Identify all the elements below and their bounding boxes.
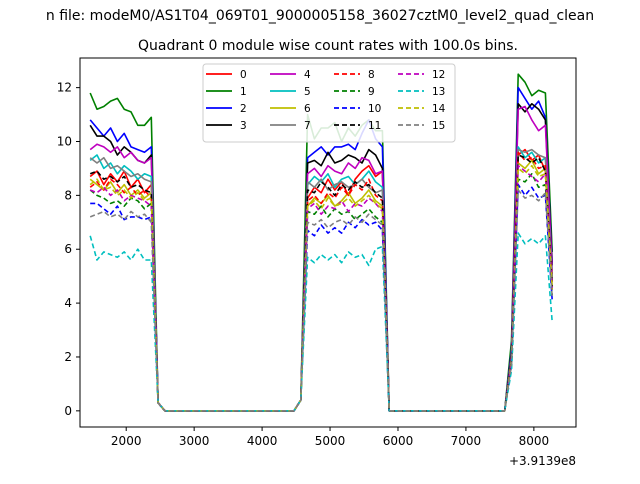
plot-frame <box>79 57 577 428</box>
chart-title: Quadrant 0 module wise count rates with … <box>138 38 518 54</box>
x-tick-label: 8000 <box>519 434 550 448</box>
x-axis: 2000 3000 4000 5000 6000 7000 8000 <box>111 427 549 448</box>
y-tick-label: 4 <box>64 296 72 310</box>
series-layer <box>89 73 553 412</box>
legend-label-4: 4 <box>304 69 311 81</box>
legend-box <box>202 63 456 143</box>
y-axis: 0 2 4 6 8 10 12 <box>57 81 80 418</box>
legend-label-6: 6 <box>304 103 311 115</box>
x-axis-offset-label: +3.9139e8 <box>509 454 576 468</box>
x-tick-label: 3000 <box>179 434 210 448</box>
x-tick-label: 2000 <box>111 434 142 448</box>
legend-label-13: 13 <box>432 86 445 98</box>
figure-suptitle: n file: modeM0/AS1T04_069T01_9000005158_… <box>46 8 594 24</box>
x-tick-label: 5000 <box>315 434 346 448</box>
legend-label-15: 15 <box>432 120 445 132</box>
legend-label-9: 9 <box>368 86 375 98</box>
legend-label-3: 3 <box>240 120 247 132</box>
legend-label-2: 2 <box>240 103 247 115</box>
y-tick-label: 10 <box>57 134 72 148</box>
x-tick-label: 7000 <box>451 434 482 448</box>
y-tick-label: 2 <box>64 350 72 364</box>
series-line-11 <box>89 154 553 412</box>
legend-label-11: 11 <box>368 120 381 132</box>
y-tick-label: 0 <box>64 404 72 418</box>
y-tick-label: 6 <box>64 242 72 256</box>
legend-label-0: 0 <box>240 69 247 81</box>
series-line-15 <box>89 189 553 412</box>
legend-label-12: 12 <box>432 69 445 81</box>
legend-label-5: 5 <box>304 86 311 98</box>
x-tick-label: 6000 <box>383 434 414 448</box>
series-line-12 <box>89 164 553 412</box>
y-tick-label: 8 <box>64 188 72 202</box>
y-tick-label: 12 <box>57 81 72 95</box>
legend-label-14: 14 <box>432 103 446 115</box>
legend-label-1: 1 <box>240 86 247 98</box>
legend-label-8: 8 <box>368 69 375 81</box>
x-tick-label: 4000 <box>247 434 278 448</box>
legend-label-10: 10 <box>368 103 381 115</box>
legend-label-7: 7 <box>304 120 311 132</box>
